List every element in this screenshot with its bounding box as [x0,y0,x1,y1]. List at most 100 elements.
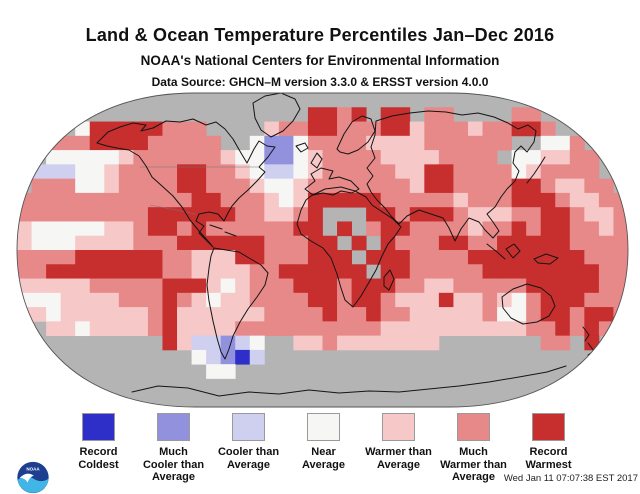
grid-cell [191,135,207,151]
grid-cell [46,207,62,222]
grid-cell [177,178,192,194]
grid-cell [351,178,367,194]
grid-cell [497,307,513,322]
legend-label-line: Record [79,446,118,458]
grid-cell [497,207,513,222]
grid-cell [89,264,105,279]
grid-cell [249,235,265,251]
grid-cell [191,250,207,265]
grid-cell [104,321,120,337]
legend-item-warmer-than-average: Warmer than Average [361,413,436,484]
grid-cell [526,250,542,265]
grid-cell [540,292,556,308]
grid-cell [584,335,600,351]
grid-cell [60,292,76,308]
grid-cell [235,207,251,222]
grid-cell [569,192,585,208]
grid-cell [177,292,192,308]
grid-cell [337,192,352,208]
grid-cell [409,150,425,165]
grid-cell [540,250,556,265]
grid-cell [337,278,352,294]
grid-cell [569,264,585,279]
grid-cell [235,292,251,308]
legend-label: Much Cooler than Average [136,446,211,484]
grid-cell [409,250,425,265]
grid-cell [337,107,352,122]
coastline-path [304,167,360,196]
grid-cell [584,292,600,308]
grid-cell [206,250,222,265]
grid-cell [31,235,47,251]
grid-cell [307,221,323,237]
legend-item-near-average: Near Average [286,413,361,484]
legend-label-line: Warmest [525,458,572,471]
grid-cell [555,221,571,237]
grid-cell [438,207,454,222]
grid-cell [540,235,556,251]
grid-cell [540,335,556,351]
grid-cell [293,278,309,294]
grid-cell [89,292,105,308]
grid-cell [584,278,600,294]
grid-cell [409,164,425,180]
grid-cell [511,264,527,279]
noaa-logo-bird-icon [19,473,34,483]
grid-cell [293,250,309,265]
grid-cell [511,207,527,222]
grid-cell [220,164,236,180]
grid-cell [278,121,294,137]
grid-cell [220,178,236,194]
grid-cell [249,321,265,337]
grid-cell [438,135,454,151]
country-border-lines [140,166,258,215]
grid-cell [322,292,338,308]
grid-cell [322,235,338,251]
grid-cell [177,278,192,294]
coastline-path [366,110,537,242]
grid-cell [482,264,498,279]
grid-cell [438,178,454,194]
grid-cell [467,278,483,294]
grid-cell [75,264,91,279]
grid-cell [584,207,600,222]
grid-cell [278,150,294,165]
grid-cell [31,264,47,279]
grid-cell [133,150,149,165]
grid-cell [584,192,600,208]
grid-cell [395,207,411,222]
grid-cell [482,250,498,265]
grid-cell [147,178,163,194]
grid-cell [118,264,134,279]
grid-cell [584,307,600,322]
grid-cell [307,250,323,265]
grid-cell [31,307,47,322]
grid-cell [264,150,280,165]
grid-cell [89,164,105,180]
grid-cell [438,150,454,165]
grid-cell [60,192,76,208]
grid-cell [104,135,120,151]
coastline-path [310,152,323,169]
grid-cell [584,150,600,165]
map-projection-edge [16,92,629,408]
grid-cell [482,292,498,308]
grid-cell [220,278,236,294]
grid-cell [482,135,498,151]
grid-cell [307,121,323,137]
grid-cell [104,164,120,180]
grid-cell [380,121,396,137]
grid-cell [598,235,614,251]
grid-cell [322,150,338,165]
grid-cell [75,178,91,194]
grid-cell [206,164,222,180]
grid-cell [147,235,163,251]
grid-cell [511,321,527,337]
grid-cell [162,307,178,322]
grid-cell [569,250,585,265]
grid-cell [249,264,265,279]
grid-cell [395,164,411,180]
grid-cell [220,235,236,251]
coastline-path [383,269,395,291]
grid-cell [147,135,163,151]
